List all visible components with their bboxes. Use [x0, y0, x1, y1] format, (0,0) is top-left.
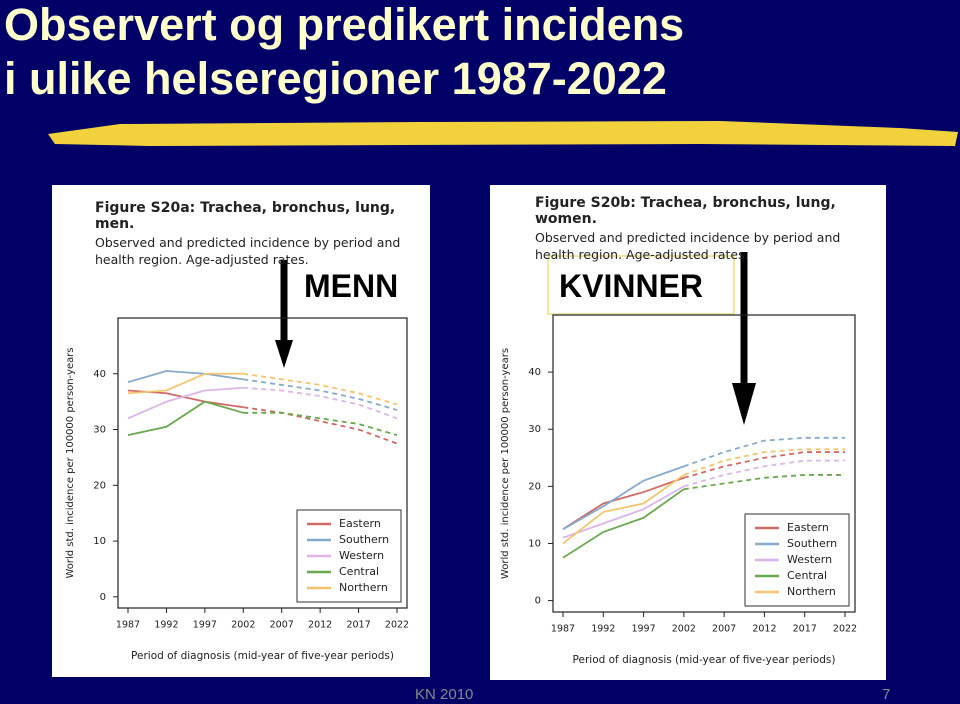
arrow-head [732, 383, 756, 425]
x-tick-label: 2017 [793, 624, 817, 635]
y-tick-label: 20 [528, 481, 541, 492]
y-tick-label: 0 [535, 596, 541, 607]
label-frame [547, 255, 735, 315]
predicted-line [243, 378, 398, 411]
y-axis-label: World std. incidence per 100000 person-y… [500, 348, 511, 579]
chart-title: Figure S20b: Trachea, bronchus, lung, wo… [535, 195, 836, 227]
x-tick-label: 1987 [116, 620, 140, 631]
x-tick-label: 1997 [193, 620, 217, 631]
legend-label: Eastern [787, 521, 829, 534]
x-axis-label: Period of diagnosis (mid-year of five-ye… [131, 650, 394, 662]
observed-line [127, 370, 244, 383]
group-label: KVINNER [553, 268, 710, 305]
observed-line [562, 485, 685, 539]
arrow-head [275, 340, 293, 368]
page-number: 7 [882, 686, 891, 703]
slide-title: Observert og predikert incidens [4, 0, 685, 50]
plot-area [117, 317, 408, 609]
predicted-line [243, 372, 398, 406]
chart-header: Figure S20b: Trachea, bronchus, lung, wo… [535, 195, 880, 264]
predicted-line [683, 474, 845, 491]
observed-line [127, 386, 244, 420]
predicted-line [683, 459, 845, 488]
x-axis-label: Period of diagnosis (mid-year of five-ye… [573, 654, 836, 666]
slide-title: i ulike helseregioner 1987-2022 [4, 53, 667, 104]
x-tick-label: 2022 [385, 620, 409, 631]
plot-area [552, 314, 856, 613]
chart-header: Figure S20a: Trachea, bronchus, lung, me… [95, 200, 415, 269]
x-tick-label: 2002 [672, 624, 696, 635]
x-tick-label: 2002 [231, 620, 255, 631]
y-tick-label: 30 [528, 424, 541, 435]
observed-line [562, 474, 685, 545]
y-axis-label: World std. incidence per 100000 person-y… [65, 347, 76, 578]
x-tick-label: 2022 [833, 624, 857, 635]
chart-subtitle: Observed and predicted incidence by peri… [95, 235, 401, 267]
observed-line [127, 372, 244, 395]
legend-label: Northern [787, 585, 836, 598]
group-label: MENN [298, 268, 405, 305]
legend-label: Western [339, 549, 384, 562]
observed-line [127, 400, 244, 436]
observed-line [562, 488, 685, 559]
predicted-line [683, 451, 845, 479]
predicted-line [683, 448, 845, 476]
x-tick-label: 2007 [712, 624, 736, 635]
predicted-line [683, 436, 845, 468]
y-tick-label: 40 [93, 369, 106, 380]
legend-label: Southern [339, 533, 389, 546]
x-tick-label: 1987 [551, 624, 575, 635]
predicted-line [243, 411, 398, 436]
y-tick-label: 10 [93, 536, 106, 547]
predicted-line [243, 386, 398, 420]
legend-label: Western [787, 553, 832, 566]
chart-title: Figure S20a: Trachea, bronchus, lung, me… [95, 200, 396, 232]
y-tick-label: 20 [93, 480, 106, 491]
y-tick-label: 10 [528, 538, 541, 549]
y-tick-label: 30 [93, 425, 106, 436]
legend-label: Northern [339, 581, 388, 594]
x-tick-label: 2012 [308, 620, 332, 631]
legend-label: Central [339, 565, 379, 578]
observed-line [562, 465, 685, 530]
y-tick-label: 0 [100, 592, 106, 603]
legend-label: Southern [787, 537, 837, 550]
x-tick-label: 1997 [631, 624, 655, 635]
chart-subtitle: Observed and predicted incidence by peri… [535, 230, 841, 262]
observed-line [562, 476, 685, 530]
x-tick-label: 2007 [270, 620, 294, 631]
x-tick-label: 1992 [154, 620, 178, 631]
legend-label: Eastern [339, 517, 381, 530]
y-tick-label: 40 [528, 367, 541, 378]
x-tick-label: 1992 [591, 624, 615, 635]
x-tick-label: 2012 [752, 624, 776, 635]
legend-label: Central [787, 569, 827, 582]
x-tick-label: 2017 [346, 620, 370, 631]
brush-stroke [48, 121, 958, 146]
footer: KN 2010 [415, 686, 474, 703]
